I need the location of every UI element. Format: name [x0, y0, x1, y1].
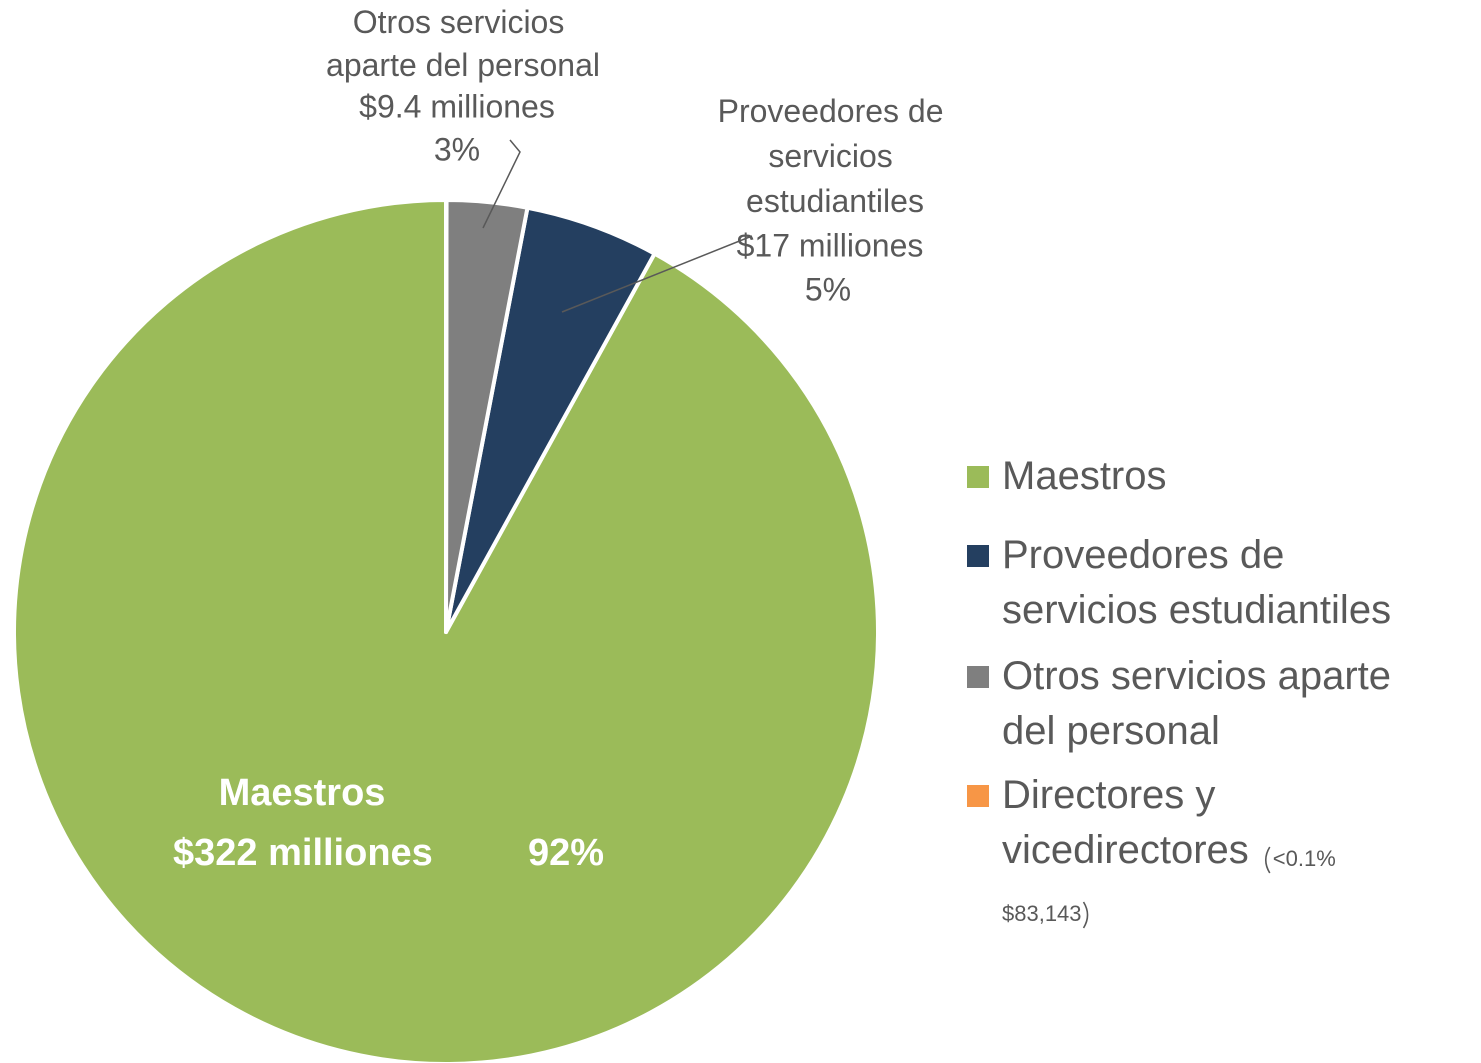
data-label-amount: $17 milliones	[737, 227, 924, 263]
legend-label: Proveedores de servicios estudiantiles	[1002, 533, 1391, 632]
data-label-value: 92%	[528, 832, 604, 874]
pie-slice	[12, 198, 880, 1063]
paren	[1082, 901, 1089, 929]
legend-label: Otros servicios aparte del personal	[1002, 654, 1402, 753]
pie-slice	[444, 197, 449, 634]
legend-value-label: <0.1%	[1273, 846, 1336, 871]
legend-label: Maestros	[1002, 454, 1167, 498]
legend-swatch	[967, 666, 989, 688]
legend-amount-label: $83,143	[1002, 901, 1082, 926]
legend-swatch	[967, 545, 989, 567]
legend-swatch	[967, 466, 989, 488]
leader-line	[482, 139, 521, 229]
data-label-amount: $9.4 milliones	[359, 88, 555, 124]
legend-swatch	[967, 785, 989, 807]
data-label-name: Proveedores de servicios estudiantiles	[718, 93, 953, 219]
paren	[1264, 846, 1271, 874]
data-label-value: 3%	[434, 131, 480, 167]
data-label-name: Maestros	[219, 772, 386, 814]
data-label-value: 5%	[805, 271, 851, 307]
data-label-name: Otros servicios aparte del personal	[326, 4, 600, 83]
leader-line	[561, 235, 753, 313]
pie	[12, 197, 880, 1063]
data-label-amount: $322 milliones	[173, 832, 433, 874]
legend-label: Directores y vicedirectores	[1002, 773, 1249, 872]
